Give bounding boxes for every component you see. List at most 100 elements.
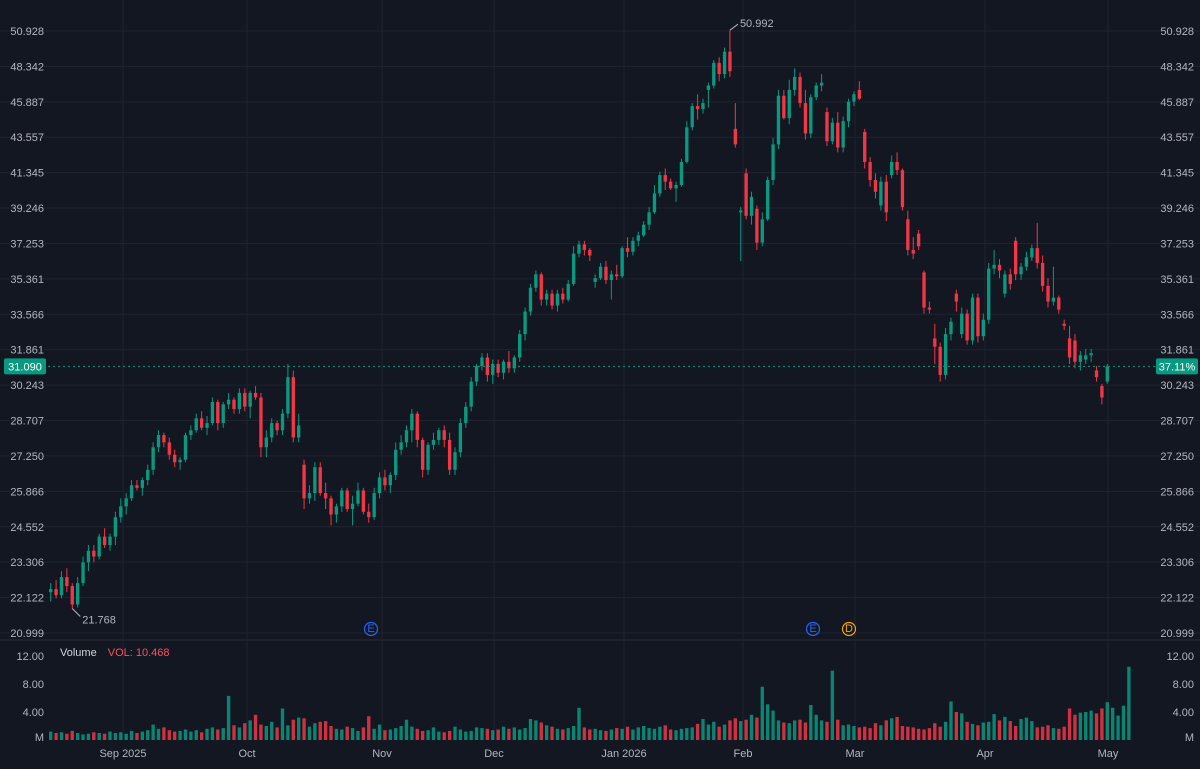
candle-body[interactable]: [852, 94, 856, 102]
candle-body[interactable]: [1003, 274, 1007, 294]
volume-bar[interactable]: [1013, 726, 1018, 740]
candle-body[interactable]: [717, 62, 721, 75]
candle-body[interactable]: [728, 51, 732, 72]
candle-body[interactable]: [668, 181, 673, 189]
candle-body[interactable]: [307, 493, 312, 499]
candle-body[interactable]: [846, 101, 851, 122]
volume-bar[interactable]: [1051, 728, 1056, 740]
candle-body[interactable]: [59, 577, 64, 596]
candle-body[interactable]: [550, 293, 554, 306]
volume-bar[interactable]: [695, 723, 700, 740]
candle-body[interactable]: [771, 144, 775, 181]
volume-bar[interactable]: [582, 727, 587, 740]
candle-body[interactable]: [507, 361, 511, 369]
volume-bar[interactable]: [663, 725, 667, 740]
candle-body[interactable]: [642, 224, 646, 236]
candle-body[interactable]: [879, 181, 883, 206]
candle-body[interactable]: [140, 480, 145, 488]
volume-bar[interactable]: [852, 726, 856, 740]
candle-body[interactable]: [679, 161, 684, 186]
candle-body[interactable]: [803, 103, 808, 134]
candle-body[interactable]: [674, 185, 678, 189]
candle-body[interactable]: [836, 122, 840, 148]
candle-body[interactable]: [491, 363, 495, 375]
event-marker-e[interactable]: [805, 621, 821, 637]
candle-body[interactable]: [75, 583, 80, 605]
candle-body[interactable]: [501, 361, 506, 373]
volume-bar[interactable]: [1030, 721, 1034, 740]
volume-bar[interactable]: [604, 730, 608, 740]
candle-body[interactable]: [280, 413, 285, 431]
volume-bar[interactable]: [302, 718, 306, 740]
volume-bar[interactable]: [485, 728, 490, 740]
volume-bar[interactable]: [836, 719, 840, 740]
volume-bar[interactable]: [140, 731, 145, 740]
volume-bar[interactable]: [739, 721, 743, 740]
volume-bar[interactable]: [825, 721, 829, 740]
volume-bar[interactable]: [65, 733, 69, 740]
volume-bar[interactable]: [577, 707, 581, 740]
volume-bar[interactable]: [679, 728, 684, 740]
volume-bar[interactable]: [539, 722, 543, 741]
volume-bar[interactable]: [889, 718, 894, 740]
volume-bar[interactable]: [997, 720, 1002, 740]
volume-bar[interactable]: [507, 728, 511, 740]
candle-body[interactable]: [911, 249, 915, 254]
volume-bar[interactable]: [523, 728, 527, 740]
volume-bar[interactable]: [75, 733, 80, 740]
candle-body[interactable]: [474, 366, 479, 382]
volume-bar[interactable]: [286, 725, 290, 740]
candle-body[interactable]: [722, 51, 727, 75]
volume-bar[interactable]: [394, 728, 398, 740]
volume-bar[interactable]: [1040, 726, 1045, 740]
volume-bar[interactable]: [221, 728, 225, 740]
candle-body[interactable]: [555, 293, 560, 306]
candle-body[interactable]: [701, 103, 705, 110]
candle-body[interactable]: [1035, 248, 1039, 263]
candle-body[interactable]: [1046, 285, 1050, 302]
candle-body[interactable]: [54, 589, 58, 596]
volume-bar[interactable]: [1078, 712, 1083, 740]
volume-bar[interactable]: [313, 723, 317, 740]
volume-bar[interactable]: [566, 728, 570, 740]
volume-bar[interactable]: [97, 733, 101, 740]
candle-body[interactable]: [1013, 240, 1018, 275]
candle-body[interactable]: [124, 498, 128, 507]
candle-body[interactable]: [410, 413, 414, 431]
candle-body[interactable]: [598, 266, 603, 279]
volume-bar[interactable]: [1084, 712, 1088, 740]
candle-body[interactable]: [189, 430, 193, 436]
volume-bar[interactable]: [970, 723, 975, 740]
volume-bar[interactable]: [722, 724, 727, 740]
volume-bar[interactable]: [280, 708, 285, 741]
volume-bar[interactable]: [615, 728, 619, 740]
volume-bar[interactable]: [156, 728, 161, 740]
volume-bar[interactable]: [841, 725, 845, 740]
volume-bar[interactable]: [588, 729, 592, 741]
volume-bar[interactable]: [194, 730, 198, 740]
volume-bar[interactable]: [297, 717, 301, 740]
volume-bar[interactable]: [442, 732, 446, 740]
candle-body[interactable]: [248, 392, 252, 407]
candle-body[interactable]: [776, 95, 781, 145]
volume-bar[interactable]: [237, 727, 242, 740]
volume-bar[interactable]: [1111, 707, 1115, 740]
candle-body[interactable]: [647, 212, 651, 225]
volume-bar[interactable]: [469, 730, 473, 740]
candle-body[interactable]: [313, 467, 317, 494]
volume-bar[interactable]: [647, 728, 651, 740]
candle-body[interactable]: [1084, 355, 1088, 360]
volume-bar[interactable]: [426, 730, 430, 740]
volume-bar[interactable]: [270, 721, 274, 740]
volume-bar[interactable]: [1094, 713, 1099, 740]
candle-body[interactable]: [81, 562, 85, 584]
candle-body[interactable]: [146, 469, 150, 481]
candle-body[interactable]: [636, 235, 640, 241]
candle-body[interactable]: [938, 346, 942, 375]
volume-bar[interactable]: [377, 724, 382, 740]
candle-body[interactable]: [129, 485, 134, 499]
candle-body[interactable]: [1094, 370, 1099, 378]
volume-bar[interactable]: [49, 731, 53, 740]
candle-body[interactable]: [749, 196, 754, 216]
volume-bar[interactable]: [787, 723, 791, 740]
